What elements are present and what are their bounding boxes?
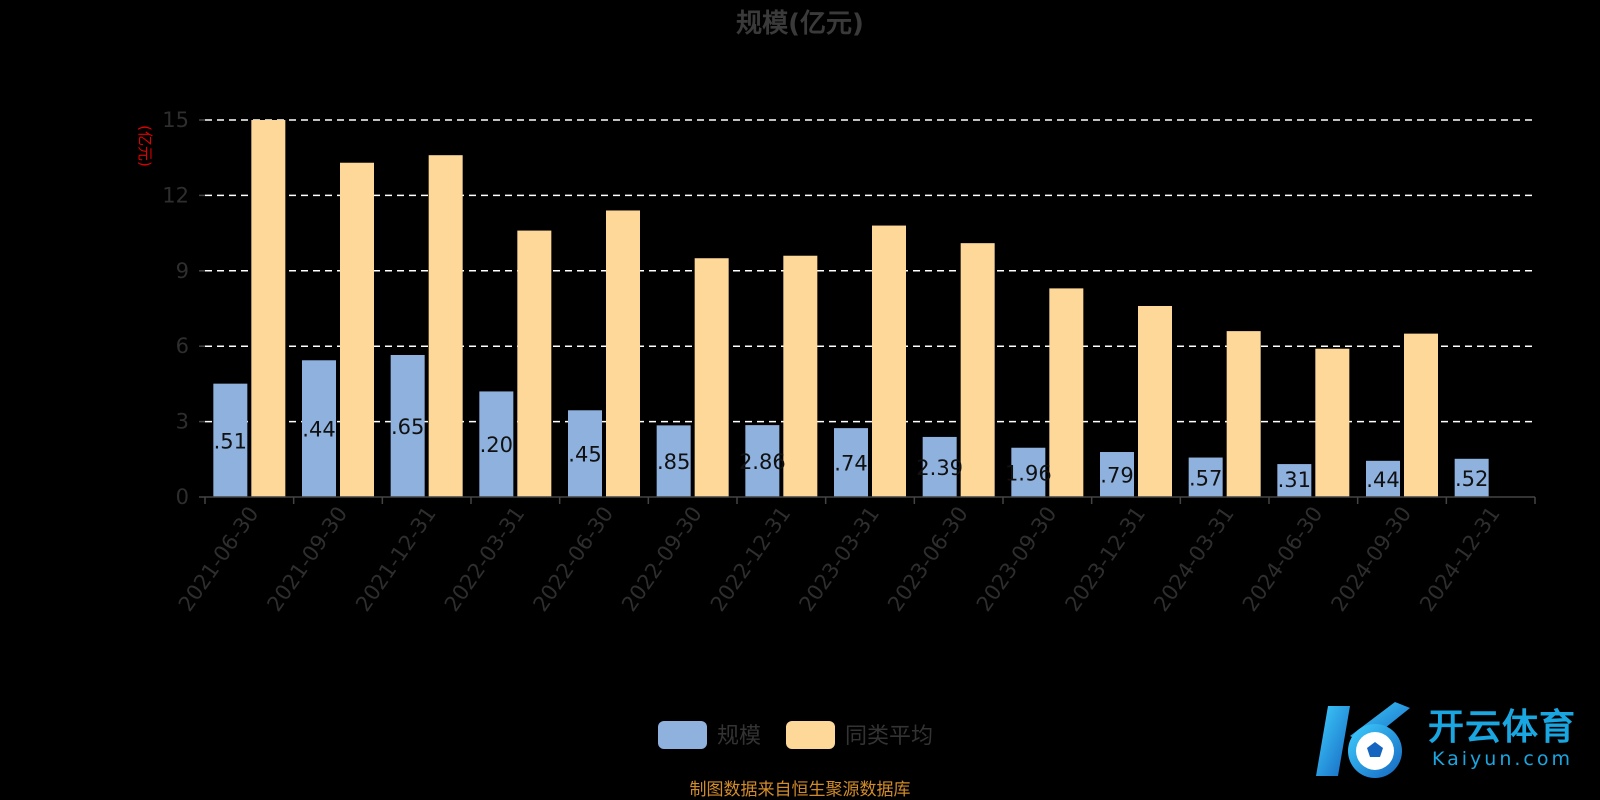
bar-peer-average xyxy=(783,255,818,497)
x-tick-label: 2022-06-30 xyxy=(528,502,618,616)
x-tick-label: 2023-12-31 xyxy=(1060,502,1150,616)
legend-label-scale[interactable]: 规模 xyxy=(717,724,761,749)
data-label: .45 xyxy=(568,443,601,467)
bar-peer-average xyxy=(694,258,729,497)
bar-scale xyxy=(1011,447,1046,497)
data-label: .85 xyxy=(657,450,690,474)
x-tick-label: 2022-09-30 xyxy=(617,502,707,616)
bar-scale xyxy=(745,425,780,497)
bar-scale xyxy=(1188,457,1223,497)
y-tick-label: 6 xyxy=(176,334,189,358)
bar-scale xyxy=(1454,458,1489,497)
bar-peer-average xyxy=(1315,348,1350,497)
data-label: 2.86 xyxy=(739,450,786,474)
y-tick-label: 12 xyxy=(162,183,189,207)
bar-peer-average xyxy=(517,230,552,497)
x-tick-label: 2023-03-31 xyxy=(794,502,884,616)
data-label: .57 xyxy=(1189,466,1222,490)
bar-scale xyxy=(390,354,425,497)
gridlines xyxy=(205,119,1535,423)
y-tick-label: 0 xyxy=(176,485,189,509)
x-tick-label: 2024-06-30 xyxy=(1238,502,1328,616)
legend-swatch-scale[interactable] xyxy=(658,721,707,749)
bar-peer-average xyxy=(960,243,995,497)
legend-swatch-peer-average[interactable] xyxy=(786,721,835,749)
data-label: .79 xyxy=(1100,464,1133,488)
bar-peer-average xyxy=(872,225,906,497)
x-tick-label: 2021-06-30 xyxy=(174,502,264,616)
bar-peer-average xyxy=(1226,331,1261,497)
data-label: 2.39 xyxy=(916,456,963,480)
data-label: .74 xyxy=(834,452,867,476)
data-label: .31 xyxy=(1278,468,1311,492)
bar-scale xyxy=(1277,464,1312,497)
y-tick-label: 9 xyxy=(176,259,189,283)
bar-peer-average xyxy=(428,155,463,498)
data-label: .65 xyxy=(391,415,424,439)
y-tick-label: 15 xyxy=(162,108,189,132)
bar-scale xyxy=(1366,460,1400,497)
x-axis-ticks: 2021-06-30 2021-09-30 2021-12-31 2022-03-31… xyxy=(174,497,1536,616)
bar-peer-average xyxy=(1049,288,1084,497)
bars xyxy=(213,120,1489,498)
bar-scale xyxy=(479,391,514,497)
bar-scale xyxy=(834,428,868,497)
x-tick-label: 2022-03-31 xyxy=(440,502,530,616)
x-tick-label: 2023-09-30 xyxy=(972,502,1062,616)
soccer-ball-logo-icon xyxy=(1316,702,1410,778)
bar-peer-average xyxy=(251,120,286,497)
x-tick-label: 2024-03-31 xyxy=(1149,502,1239,616)
bar-peer-average xyxy=(1138,305,1172,497)
bar-scale xyxy=(922,436,957,497)
legend-label-peer-average[interactable]: 同类平均 xyxy=(845,724,933,749)
y-axis-unit: (亿元) xyxy=(136,125,154,167)
data-label: .20 xyxy=(480,433,513,457)
brand-logo[interactable]: 开云体育 Kaiyun.com xyxy=(1310,696,1590,786)
data-label: .44 xyxy=(1366,468,1399,492)
bar-peer-average xyxy=(340,162,374,497)
x-tick-label: 2021-12-31 xyxy=(351,502,441,616)
y-tick-label: 3 xyxy=(176,410,189,434)
x-tick-label: 2022-12-31 xyxy=(706,502,796,616)
bar-scale xyxy=(213,383,248,497)
bar-scale xyxy=(568,410,602,497)
x-tick-label: 2023-06-30 xyxy=(883,502,973,616)
bar-peer-average xyxy=(606,210,640,498)
data-label: .44 xyxy=(302,418,335,442)
bar-scale xyxy=(302,360,336,497)
brand-name: 开云体育 xyxy=(1428,707,1577,748)
data-label: 1.96 xyxy=(1005,461,1052,485)
data-label: .52 xyxy=(1455,467,1488,491)
bar-peer-average xyxy=(1404,333,1438,497)
bar-scale xyxy=(656,425,691,497)
data-label: .51 xyxy=(214,429,247,453)
legend: 规模 同类平均 xyxy=(658,721,933,749)
x-tick-label: 2021-09-30 xyxy=(262,502,352,616)
bar-scale xyxy=(1100,452,1134,497)
x-tick-label: 2024-12-31 xyxy=(1415,502,1505,616)
data-labels: .51 .44 .65 .20 .45 .85 2.86 .74 2.39 1.96 .79 .57.… xyxy=(214,415,1489,492)
brand-url: Kaiyun.com xyxy=(1432,748,1573,770)
data-source-footer: 制图数据来自恒生聚源数据库 xyxy=(690,780,911,800)
y-axis-ticks: 0 3 6 9 12 15 xyxy=(162,108,205,509)
chart-title: 规模(亿元) xyxy=(736,9,864,39)
x-tick-label: 2024-09-30 xyxy=(1326,502,1416,616)
